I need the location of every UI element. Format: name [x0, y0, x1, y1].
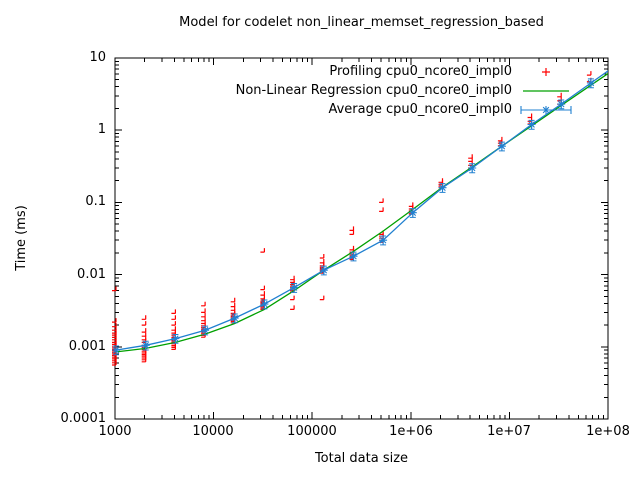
- chart-title: Model for codelet non_linear_memset_regr…: [179, 15, 544, 30]
- x-tick-label: 10000: [192, 424, 234, 439]
- legend-item-average: Average cpu0_ncore0_impl0: [328, 102, 512, 117]
- legend-samples: [520, 68, 572, 114]
- x-tick-label: 100000: [287, 424, 337, 439]
- x-tick-label: 1000: [98, 424, 132, 439]
- x-tick-label: 1e+06: [389, 424, 433, 439]
- y-tick-label: 0.0001: [60, 411, 107, 426]
- x-tick-label: 1e+07: [487, 424, 531, 439]
- y-tick-label: 0.001: [68, 339, 106, 354]
- series-regression-line: [115, 72, 608, 353]
- y-tick-label: 0.1: [85, 194, 106, 209]
- y-tick-label: 1: [97, 122, 106, 137]
- x-tick-label: 1e+08: [586, 424, 630, 439]
- legend-item-regression: Non-Linear Regression cpu0_ncore0_impl0: [235, 83, 512, 98]
- y-axis-label: Time (ms): [14, 205, 29, 271]
- x-axis-label: Total data size: [314, 451, 409, 466]
- y-tick-label: 10: [89, 50, 106, 65]
- series-average: [112, 70, 608, 356]
- y-tick-label: 0.01: [77, 267, 106, 282]
- legend-item-profiling: Profiling cpu0_ncore0_impl0: [329, 64, 512, 79]
